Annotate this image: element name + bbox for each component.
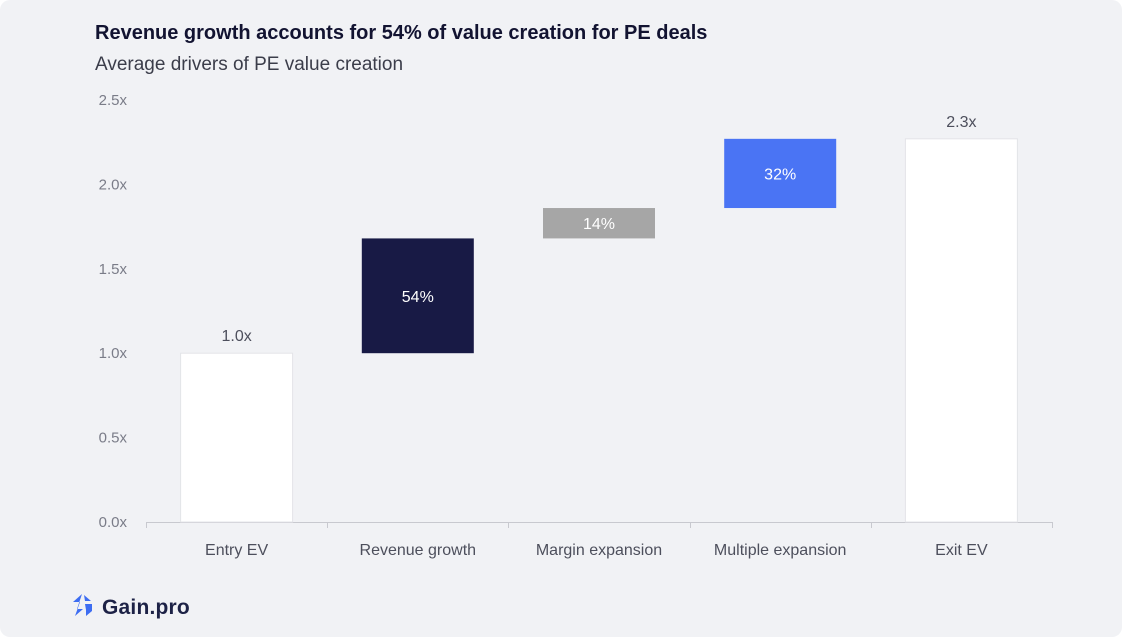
x-category-label: Multiple expansion — [714, 542, 847, 559]
x-category-label: Entry EV — [205, 542, 268, 559]
y-tick-label: 1.0x — [99, 345, 128, 362]
chart-title: Revenue growth accounts for 54% of value… — [95, 22, 708, 44]
data-label: 14% — [583, 216, 615, 233]
data-label: 32% — [764, 166, 796, 183]
y-tick-label: 2.5x — [99, 92, 128, 109]
brand-name: Gain.pro — [102, 595, 190, 619]
data-label: 2.3x — [946, 114, 976, 131]
x-axis: Entry EV Revenue growth Margin expansion Mu… — [146, 522, 1053, 559]
bar-multiple-expansion — [724, 138, 837, 209]
brand-logo: Gain.pro — [68, 591, 190, 624]
bar-entry-ev — [180, 352, 294, 523]
data-labels-group: 1.0x 54% 14% 32% 2.3x — [221, 114, 976, 345]
gain-pro-logo-icon — [68, 591, 96, 624]
y-tick-label: 2.0x — [99, 176, 128, 193]
y-tick-label: 1.5x — [99, 261, 128, 278]
bar-revenue-growth — [361, 238, 474, 354]
chart-subtitle: Average drivers of PE value creation — [95, 54, 404, 75]
y-tick-label: 0.5x — [99, 430, 128, 447]
bar-margin-expansion — [543, 208, 655, 239]
bars-group — [180, 138, 1018, 523]
y-axis: 0.0x 0.5x 1.0x 1.5x 2.0x 2.5x — [99, 92, 128, 531]
y-tick-label: 0.0x — [99, 514, 128, 531]
data-label: 54% — [402, 289, 434, 306]
x-category-label: Margin expansion — [536, 542, 662, 559]
bar-exit-ev — [904, 138, 1018, 523]
data-label: 1.0x — [221, 328, 251, 345]
x-category-label: Revenue growth — [360, 542, 477, 559]
x-category-label: Exit EV — [935, 542, 988, 559]
